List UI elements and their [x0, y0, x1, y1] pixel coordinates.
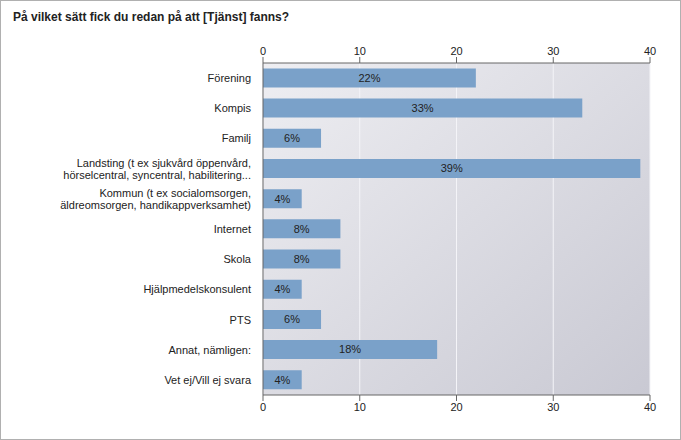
svg-text:Kompis: Kompis	[214, 102, 251, 114]
svg-text:0: 0	[260, 401, 266, 413]
svg-text:0: 0	[260, 45, 266, 57]
svg-text:6%: 6%	[284, 132, 300, 144]
svg-text:40: 40	[644, 401, 656, 413]
svg-text:Hjälpmedelskonsulent: Hjälpmedelskonsulent	[143, 283, 251, 295]
svg-text:Internet: Internet	[214, 223, 251, 235]
svg-text:40: 40	[644, 45, 656, 57]
svg-text:PTS: PTS	[230, 314, 251, 326]
svg-text:4%: 4%	[274, 283, 290, 295]
svg-text:20: 20	[450, 45, 462, 57]
svg-text:Annat, nämligen:: Annat, nämligen:	[168, 344, 251, 356]
svg-text:Landsting (t ex sjukvård öppen: Landsting (t ex sjukvård öppenvård,hörse…	[63, 157, 251, 181]
svg-text:18%: 18%	[339, 343, 361, 355]
svg-text:39%: 39%	[441, 162, 463, 174]
svg-text:Vet ej/Vill ej svara: Vet ej/Vill ej svara	[164, 374, 252, 386]
svg-text:33%: 33%	[412, 102, 434, 114]
svg-text:20: 20	[450, 401, 462, 413]
svg-text:10: 10	[354, 45, 366, 57]
svg-text:10: 10	[354, 401, 366, 413]
svg-text:30: 30	[547, 45, 559, 57]
svg-text:30: 30	[547, 401, 559, 413]
svg-text:4%: 4%	[274, 374, 290, 386]
svg-text:4%: 4%	[274, 193, 290, 205]
svg-text:8%: 8%	[294, 223, 310, 235]
svg-text:6%: 6%	[284, 313, 300, 325]
svg-text:Kommun (t ex socialomsorgen,äl: Kommun (t ex socialomsorgen,äldreomsorge…	[60, 187, 251, 211]
svg-text:22%: 22%	[358, 72, 380, 84]
html-text:På vilket sätt fick du redan p: På vilket sätt fick du redan på att [Tjä…	[13, 10, 290, 24]
svg-text:Förening: Förening	[208, 72, 251, 84]
svg-text:8%: 8%	[294, 253, 310, 265]
svg-text:Skola: Skola	[223, 253, 251, 265]
svg-text:Familj: Familj	[222, 132, 251, 144]
